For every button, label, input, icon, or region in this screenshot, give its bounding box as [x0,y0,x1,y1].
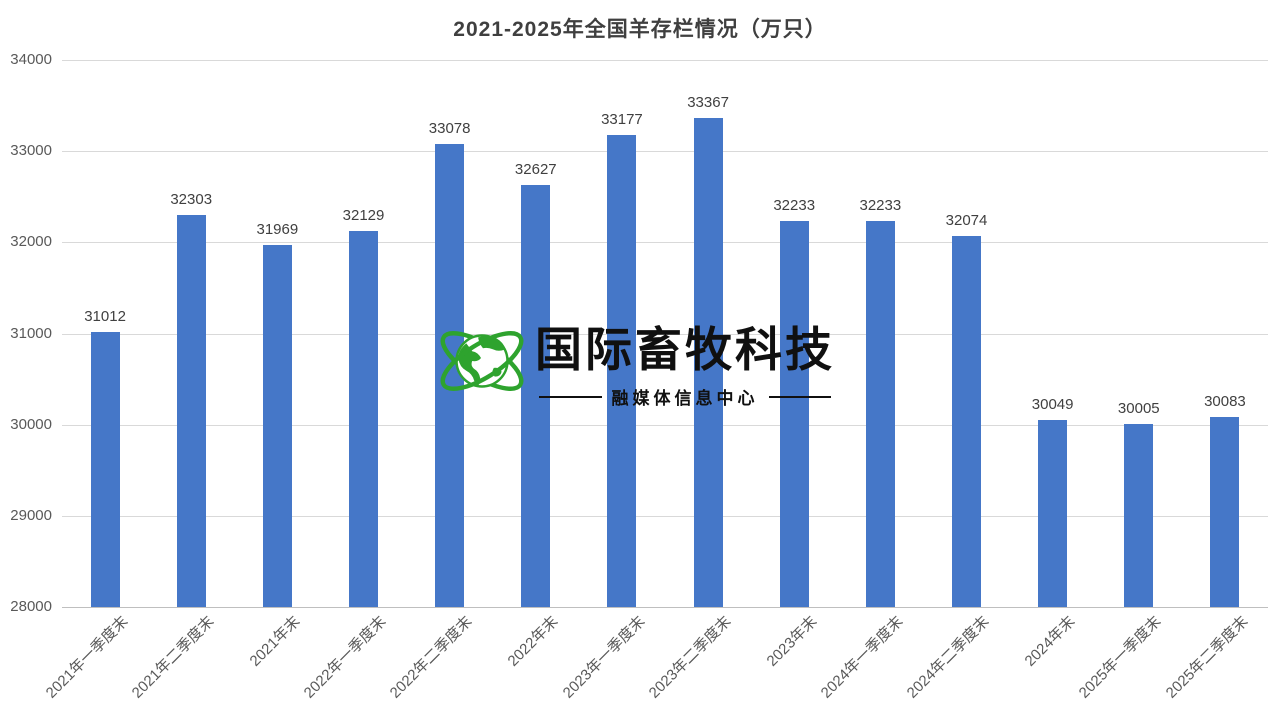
subtitle-left-rule [539,395,602,398]
bar-value-label: 33078 [428,120,471,138]
gridline [62,333,1268,335]
x-axis-line [62,607,1268,608]
bar-value-label: 32074 [945,211,988,229]
bar [90,332,120,607]
y-axis-tick-label: 29000 [10,506,52,524]
bar-value-label: 30049 [1031,396,1074,414]
x-axis-tick-label: 2022年二季度末 [387,613,476,702]
bar [865,221,895,607]
x-axis-tick-label: 2024年二季度末 [903,613,993,702]
bar [1210,417,1240,607]
gridline [62,242,1268,244]
gridline [62,515,1268,517]
x-axis-tick-label: 2025年一季度末 [1076,613,1165,702]
bar-value-label: 30083 [1204,393,1246,411]
x-axis-tick-label: 2025年二季度末 [1162,613,1251,702]
bar [779,221,809,607]
bar-value-label: 32303 [170,190,213,208]
bar [607,135,637,607]
bar [349,230,378,607]
bar-value-label: 32233 [773,197,816,215]
y-axis-tick-label: 28000 [10,598,52,615]
bar-value-label: 32627 [514,161,557,179]
x-axis-tick-label: 2023年一季度末 [559,613,648,702]
watermark-subtitle: 融媒体信息中心 [611,389,759,408]
gridline [62,60,1268,61]
y-axis-tick-label: 32000 [10,233,52,251]
chart-title: 2021-2025年全国羊存栏情况（万只） [453,18,827,41]
bar-value-label: 33177 [601,111,643,129]
y-axis-tick-label: 31000 [10,324,52,342]
gridline [62,424,1268,426]
bar-value-label: 31012 [84,308,126,326]
y-axis-tick-label: 33000 [10,142,52,160]
subtitle-right-rule [768,395,831,398]
bar [1038,420,1068,607]
bar [435,144,465,607]
x-axis-tick-label: 2022年一季度末 [300,613,390,702]
bar-value-label: 31969 [256,221,299,239]
gridline [62,151,1268,153]
x-axis-tick-label: 2022年末 [504,613,562,670]
watermark: 国际畜牧科技 融媒体信息中心 [433,312,835,410]
watermark-brand: 国际畜牧科技 [535,323,835,376]
y-axis-tick-label: 34000 [10,51,52,68]
x-axis-tick-label: 2021年一季度末 [42,613,132,702]
y-axis-tick-label: 30000 [10,415,52,433]
x-axis-tick-label: 2023年二季度末 [645,613,735,702]
bar-value-label: 32233 [859,197,902,215]
bar [262,245,292,607]
bar-value-label: 33367 [687,93,729,111]
x-axis-tick-label: 2024年一季度末 [817,613,907,702]
bar [1124,424,1154,607]
bar-value-label: 32129 [342,206,385,224]
x-axis-tick-label: 2023年末 [763,613,821,670]
globe-logo-icon [440,331,524,391]
x-axis-tick-label: 2024年末 [1021,613,1079,670]
bar-value-label: 30005 [1117,400,1160,418]
bar [952,235,981,607]
watermark-text-block: 国际畜牧科技 融媒体信息中心 [535,324,835,409]
watermark-subtitle-row: 融媒体信息中心 [535,384,835,409]
bar [693,117,723,607]
x-axis-tick-label: 2021年二季度末 [128,613,218,702]
bar [176,214,206,607]
x-axis-tick-label: 2021年末 [246,613,304,670]
